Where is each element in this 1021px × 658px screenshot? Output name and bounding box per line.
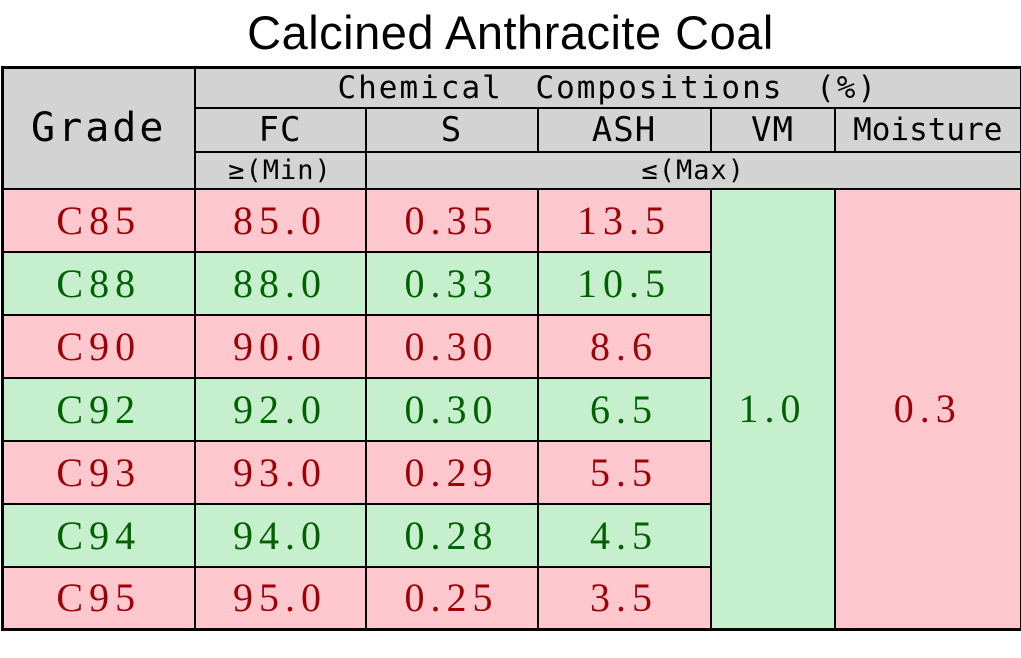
table-row-c90: C90 90.0 0.30 8.6: [1, 313, 1021, 379]
ash-cell: 6.5: [536, 376, 712, 442]
s-cell: 0.28: [364, 502, 539, 568]
header-row-group: Grade Chemical Compositions (%): [1, 66, 1021, 190]
spec-table: Grade Chemical Compositions (%) FC S ASH…: [1, 66, 1021, 631]
header-row-minmax: ≥(Min) ≤(Max): [3, 150, 1021, 190]
header-col-vm: VM: [709, 106, 836, 153]
fc-cell: 88.0: [193, 250, 367, 316]
fc-cell: 85.0: [193, 187, 367, 253]
s-cell: 0.33: [364, 250, 539, 316]
header-grade: Grade: [1, 66, 196, 190]
s-cell: 0.29: [364, 439, 539, 505]
moisture-merged-cell: 0.3: [833, 187, 1021, 631]
table-row-c93: C93 93.0 0.29 5.5: [1, 439, 1021, 505]
vm-merged-cell: 1.0: [709, 187, 836, 631]
fc-cell: 95.0: [193, 565, 367, 631]
ash-cell: 13.5: [536, 187, 712, 253]
header-row-columns: FC S ASH VM Moisture: [3, 106, 1021, 153]
table-row-c88: C88 88.0 0.33 10.5: [1, 250, 1021, 316]
ash-cell: 5.5: [536, 439, 712, 505]
grade-cell: C95: [1, 565, 196, 631]
grade-cell: C88: [1, 250, 196, 316]
header-max-label: ≤(Max): [364, 150, 1021, 190]
ash-cell: 8.6: [536, 313, 712, 379]
header-col-s: S: [364, 106, 539, 153]
ash-cell: 3.5: [536, 565, 712, 631]
s-cell: 0.30: [364, 376, 539, 442]
grade-cell: C85: [1, 187, 196, 253]
fc-cell: 92.0: [193, 376, 367, 442]
fc-cell: 94.0: [193, 502, 367, 568]
s-cell: 0.35: [364, 187, 539, 253]
grade-cell: C90: [1, 313, 196, 379]
header-col-moisture: Moisture: [833, 106, 1021, 153]
header-col-ash: ASH: [536, 106, 712, 153]
table-row-c85: C85 85.0 0.35 13.5 1.0 0.3: [1, 187, 1021, 631]
grade-cell: C92: [1, 376, 196, 442]
page-title: Calcined Anthracite Coal: [247, 6, 774, 59]
grade-cell: C93: [1, 439, 196, 505]
fc-cell: 93.0: [193, 439, 367, 505]
table-row-c92: C92 92.0 0.30 6.5: [1, 376, 1021, 442]
fc-cell: 90.0: [193, 313, 367, 379]
header-group: Chemical Compositions (%): [193, 66, 1021, 109]
table-row-c94: C94 94.0 0.28 4.5: [1, 502, 1021, 568]
s-cell: 0.30: [364, 313, 539, 379]
header-col-fc: FC: [193, 106, 367, 153]
ash-cell: 10.5: [536, 250, 712, 316]
grade-cell: C94: [1, 502, 196, 568]
header-min-label: ≥(Min): [193, 150, 367, 190]
table-row-c95: C95 95.0 0.25 3.5: [1, 565, 1021, 631]
ash-cell: 4.5: [536, 502, 712, 568]
s-cell: 0.25: [364, 565, 539, 631]
